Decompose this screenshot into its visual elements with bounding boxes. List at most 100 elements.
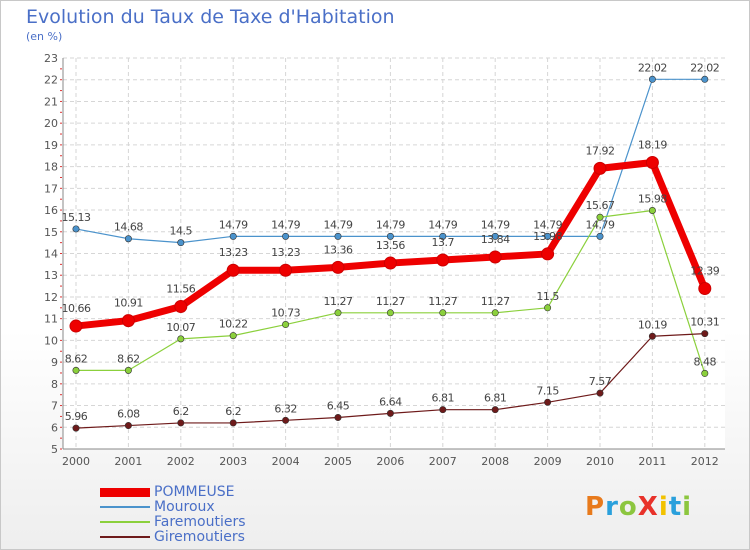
x-tick-label: 2007 (429, 455, 457, 468)
data-point (177, 335, 185, 343)
data-label: 13.56 (376, 239, 405, 252)
y-tick-label: 16 (44, 204, 58, 217)
data-point (124, 235, 132, 243)
data-point (226, 263, 240, 277)
data-point (229, 332, 237, 340)
y-tick-label: 15 (44, 226, 58, 239)
logo-letter: i (682, 492, 693, 522)
y-tick-label: 5 (51, 443, 58, 456)
data-label: 14.79 (533, 218, 562, 231)
data-label: 10.66 (62, 302, 91, 315)
data-label: 10.19 (638, 318, 667, 331)
x-tick-label: 2000 (62, 455, 90, 468)
logo-letter: o (618, 492, 638, 522)
data-label: 14.79 (376, 218, 405, 231)
y-tick-label: 22 (44, 74, 58, 87)
data-point (124, 366, 132, 374)
data-label: 11.27 (324, 295, 353, 308)
legend-label: Giremoutiers (154, 529, 245, 545)
chart-subtitle: (en %) (26, 30, 63, 43)
data-label: 11.27 (428, 295, 457, 308)
data-point (282, 321, 290, 329)
legend-item-giremoutiers: Giremoutiers (100, 529, 320, 545)
legend-swatch (100, 521, 150, 523)
legend-item-mouroux: Mouroux (100, 499, 320, 515)
data-label: 13.7 (432, 236, 455, 249)
data-point (439, 232, 447, 240)
logo-letter: t (668, 492, 683, 522)
data-label: 10.73 (271, 307, 300, 320)
x-tick-label: 2006 (376, 455, 404, 468)
data-label: 8.48 (694, 355, 717, 368)
legend-swatch (100, 506, 150, 508)
data-label: 22.02 (638, 61, 667, 74)
data-label: 10.31 (690, 316, 719, 329)
data-point (439, 309, 447, 317)
data-label: 6.32 (274, 402, 297, 415)
y-tick-label: 23 (44, 52, 58, 65)
data-point (331, 260, 345, 274)
data-point (701, 75, 709, 83)
data-label: 6.2 (173, 405, 189, 418)
data-point (334, 309, 342, 317)
data-label: 14.68 (114, 221, 143, 234)
y-tick-label: 12 (44, 291, 58, 304)
data-label: 11.27 (376, 295, 405, 308)
data-point (386, 309, 394, 317)
data-label: 7.57 (589, 375, 612, 388)
x-tick-label: 2002 (167, 455, 195, 468)
data-label: 13.84 (481, 233, 510, 246)
y-tick-label: 13 (44, 269, 58, 282)
data-label: 8.62 (65, 352, 88, 365)
y-tick-label: 14 (44, 248, 58, 261)
data-point (544, 398, 552, 406)
data-label: 14.79 (324, 218, 353, 231)
data-point (648, 75, 656, 83)
data-point (72, 424, 80, 432)
data-point (596, 232, 604, 240)
x-tick-label: 2008 (481, 455, 509, 468)
y-tick-label: 7 (51, 400, 58, 413)
data-point (593, 161, 607, 175)
data-label: 12.39 (690, 264, 719, 277)
y-tick-label: 10 (44, 334, 58, 347)
logo-letter: r (605, 492, 619, 522)
y-tick-label: 18 (44, 161, 58, 174)
data-point (124, 422, 132, 430)
data-point (439, 406, 447, 414)
data-point (488, 250, 502, 264)
data-label: 14.79 (586, 218, 615, 231)
data-label: 6.81 (432, 392, 455, 405)
data-label: 14.79 (271, 218, 300, 231)
data-point (282, 416, 290, 424)
data-point (177, 419, 185, 427)
data-point (491, 232, 499, 240)
chart-title: Evolution du Taux de Taxe d'Habitation (26, 6, 395, 28)
data-label: 17.92 (586, 144, 615, 157)
y-tick-label: 8 (51, 378, 58, 391)
data-label: 11.5 (536, 290, 559, 303)
legend-item-faremoutiers: Faremoutiers (100, 514, 320, 530)
legend-swatch (100, 487, 150, 497)
legend-label: POMMEUSE (154, 484, 235, 500)
data-label: 13.23 (219, 246, 248, 259)
y-tick-label: 17 (44, 182, 58, 195)
data-point (72, 366, 80, 374)
data-label: 5.96 (65, 410, 88, 423)
data-label: 13.98 (533, 230, 562, 243)
data-label: 11.27 (481, 295, 510, 308)
data-point (383, 256, 397, 270)
data-point (334, 232, 342, 240)
logo-letter: P (585, 492, 606, 522)
data-point (386, 409, 394, 417)
data-point (279, 263, 293, 277)
data-label: 15.98 (638, 192, 667, 205)
data-label: 14.79 (428, 218, 457, 231)
x-tick-label: 2009 (534, 455, 562, 468)
data-point (282, 232, 290, 240)
data-point (544, 232, 552, 240)
y-tick-label: 11 (44, 313, 58, 326)
data-label: 6.08 (117, 408, 140, 421)
legend-label: Faremoutiers (154, 514, 246, 530)
